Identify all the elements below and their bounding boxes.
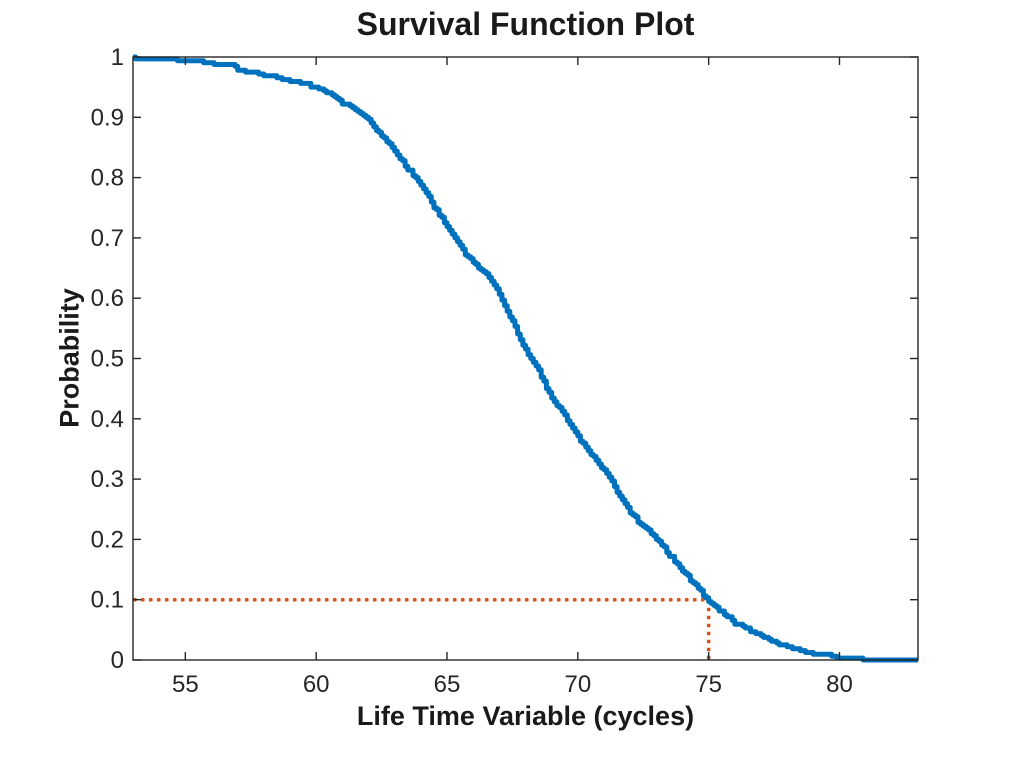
y-tick-label: 0.6 [91,285,124,312]
y-tick-label: 0.8 [91,165,124,192]
chart-title: Survival Function Plot [356,6,695,42]
x-tick-label: 65 [434,671,461,698]
y-tick-label: 0.3 [91,466,124,493]
y-tick-label: 1 [111,44,124,71]
x-tick-label: 55 [172,671,199,698]
y-tick-label: 0.2 [91,526,124,553]
y-tick-label: 0.4 [91,406,124,433]
x-tick-label: 70 [564,671,591,698]
survival-curve [133,54,918,663]
y-tick-label: 0 [111,647,124,674]
plot-border [132,56,919,661]
y-tick-label: 0.5 [91,346,124,373]
x-tick-label: 75 [695,671,722,698]
y-tick-label: 0.7 [91,225,124,252]
y-tick-label: 0.1 [91,587,124,614]
x-tick-label: 80 [826,671,853,698]
y-tick-label: 0.9 [91,104,124,131]
x-axis-label: Life Time Variable (cycles) [356,701,695,731]
x-tick-label: 60 [303,671,330,698]
